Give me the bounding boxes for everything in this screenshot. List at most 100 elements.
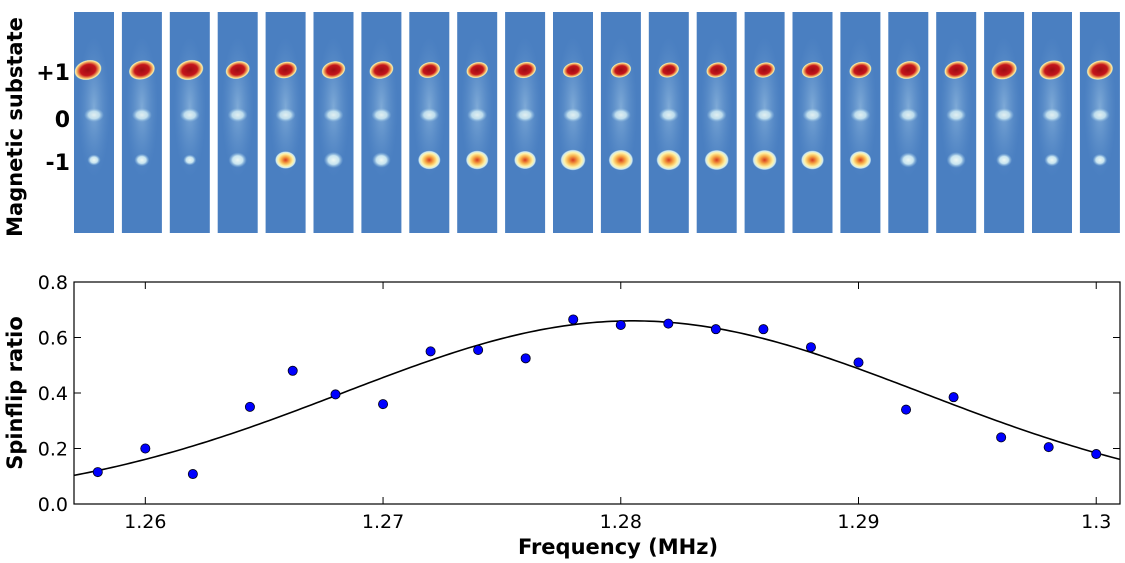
data-points bbox=[92, 314, 1102, 480]
image-frame bbox=[217, 12, 258, 233]
cloud-plus1 bbox=[562, 62, 584, 78]
x-axis-title: Frequency (MHz) bbox=[518, 535, 718, 559]
x-tick-label: 1.29 bbox=[837, 511, 879, 533]
y-tick-label: 0.6 bbox=[38, 328, 68, 350]
data-point bbox=[287, 365, 298, 376]
spinflip-plot: 1.26 1.27 1.28 1.29 1.3 0.0 0.2 0.4 0.6 0.8 Freq… bbox=[3, 272, 1121, 559]
x-ticks: 1.26 1.27 1.28 1.29 1.3 bbox=[124, 282, 1111, 533]
cloud-0 bbox=[1042, 108, 1062, 122]
cloud-plus1 bbox=[225, 60, 250, 80]
data-point bbox=[853, 357, 864, 368]
substate-images-panel: Magnetic substate +1 0 -1 bbox=[3, 12, 1120, 237]
cloud-plus1 bbox=[321, 61, 346, 79]
plot-frame bbox=[73, 281, 1121, 505]
cloud-plus1 bbox=[513, 61, 537, 79]
cloud-minus1 bbox=[465, 150, 489, 170]
data-point bbox=[1091, 449, 1102, 460]
cloud-0 bbox=[658, 108, 679, 122]
cloud-plus1 bbox=[274, 61, 298, 79]
cloud-plus1 bbox=[944, 60, 969, 80]
cloud-minus1 bbox=[417, 150, 441, 170]
image-frame bbox=[1079, 12, 1120, 233]
data-point bbox=[378, 399, 389, 410]
y-tick-label: 0.0 bbox=[38, 494, 68, 516]
cloud-plus1 bbox=[658, 62, 680, 78]
cloud-plus1 bbox=[895, 60, 921, 80]
substate-label-plus1: +1 bbox=[36, 61, 70, 86]
image-frame bbox=[792, 12, 833, 233]
image-frame bbox=[74, 12, 114, 233]
data-point bbox=[187, 469, 198, 480]
cloud-minus1 bbox=[800, 150, 825, 170]
data-point bbox=[615, 320, 626, 331]
image-frame bbox=[1032, 12, 1072, 233]
cloud-0 bbox=[563, 108, 583, 122]
cloud-plus1 bbox=[801, 61, 824, 79]
image-frames bbox=[74, 12, 1120, 233]
cloud-0 bbox=[994, 108, 1015, 122]
image-frame bbox=[888, 12, 929, 233]
cloud-minus1 bbox=[656, 149, 682, 171]
data-point bbox=[996, 432, 1007, 443]
cloud-0 bbox=[850, 108, 871, 122]
image-frame bbox=[361, 12, 402, 233]
cloud-minus1 bbox=[899, 152, 918, 168]
data-point bbox=[330, 389, 341, 400]
cloud-minus1 bbox=[996, 153, 1013, 167]
cloud-0 bbox=[419, 108, 440, 122]
cloud-minus1 bbox=[704, 149, 729, 171]
data-point bbox=[92, 467, 103, 478]
data-point bbox=[710, 324, 721, 335]
x-tick-label: 1.27 bbox=[362, 511, 404, 533]
image-frame bbox=[505, 12, 546, 233]
data-point bbox=[663, 318, 674, 329]
image-frame bbox=[121, 12, 162, 233]
cloud-minus1 bbox=[323, 151, 344, 169]
image-frame bbox=[648, 12, 689, 233]
image-frame bbox=[936, 12, 977, 233]
cloud-plus1 bbox=[991, 60, 1018, 80]
x-tick-label: 1.28 bbox=[600, 511, 642, 533]
y-tick-label: 0.2 bbox=[38, 439, 68, 461]
y-ticks: 0.0 0.2 0.4 0.6 0.8 bbox=[38, 272, 1120, 516]
cloud-plus1 bbox=[1086, 60, 1114, 80]
cloud-0 bbox=[898, 108, 919, 122]
cloud-plus1 bbox=[128, 60, 156, 80]
cloud-0 bbox=[371, 108, 392, 122]
cloud-0 bbox=[467, 108, 488, 122]
image-frame bbox=[457, 12, 498, 233]
cloud-minus1 bbox=[87, 154, 101, 166]
image-frame bbox=[840, 12, 881, 233]
cloud-minus1 bbox=[1092, 153, 1108, 167]
cloud-plus1 bbox=[176, 59, 204, 81]
data-point bbox=[473, 344, 484, 355]
cloud-minus1 bbox=[752, 149, 777, 171]
data-point bbox=[568, 314, 579, 325]
cloud-plus1 bbox=[466, 61, 489, 79]
cloud-0 bbox=[754, 108, 775, 122]
y-axis-title: Spinflip ratio bbox=[3, 316, 27, 470]
image-frame bbox=[696, 12, 737, 233]
cloud-0 bbox=[323, 108, 344, 122]
cloud-plus1 bbox=[74, 59, 102, 81]
image-frame bbox=[744, 12, 785, 233]
cloud-0 bbox=[802, 108, 823, 122]
cloud-0 bbox=[179, 108, 200, 122]
x-tick-label: 1.26 bbox=[124, 511, 166, 533]
cloud-minus1 bbox=[228, 152, 247, 168]
cloud-minus1 bbox=[183, 154, 197, 166]
cloud-plus1 bbox=[1038, 60, 1066, 80]
data-point bbox=[520, 353, 531, 364]
data-point bbox=[901, 404, 912, 415]
data-point bbox=[948, 392, 959, 403]
y-tick-label: 0.8 bbox=[38, 272, 68, 294]
data-point bbox=[758, 324, 769, 335]
cloud-0 bbox=[131, 108, 152, 122]
image-frame bbox=[984, 12, 1025, 233]
data-point bbox=[425, 346, 436, 357]
cloud-0 bbox=[610, 108, 631, 122]
data-point bbox=[805, 342, 816, 353]
data-point bbox=[1043, 442, 1054, 453]
image-frame bbox=[169, 12, 210, 233]
